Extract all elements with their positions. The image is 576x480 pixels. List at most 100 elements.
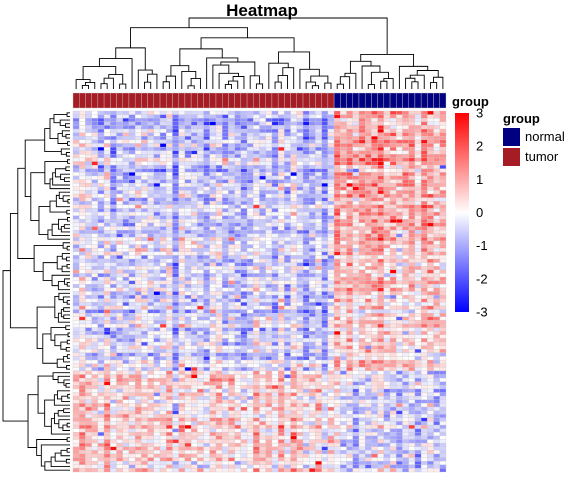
heatmap-cell [166,219,173,224]
heatmap-cell [91,164,99,169]
heatmap-cell [240,168,248,173]
heatmap-cell [346,377,353,382]
heatmap-cell [116,320,123,325]
heatmap-cell [253,287,260,292]
heatmap-cell [147,284,154,289]
heatmap-cell [271,251,279,256]
heatmap-cell [79,255,86,260]
heatmap-cell [190,309,198,314]
heatmap-cell [166,377,173,382]
row-dendrogram-branch [67,332,70,338]
heatmap-cell [396,222,403,227]
heatmap-cell [72,287,80,292]
heatmap-cell [315,392,322,397]
heatmap-cell [234,287,242,292]
heatmap-cell [333,363,341,368]
heatmap-cell [284,349,291,354]
heatmap-cell [209,244,217,249]
heatmap-cell [290,388,297,393]
heatmap-cell [433,349,440,354]
heatmap-cell [122,157,130,162]
heatmap-cell [209,114,217,119]
heatmap-cell [190,327,198,332]
heatmap-cell [333,291,341,296]
heatmap-cell [178,125,186,130]
heatmap-cell [389,157,397,162]
heatmap-cell [215,276,223,281]
heatmap-cell [302,201,310,206]
heatmap-cell [302,161,310,166]
heatmap-cell [228,154,235,159]
heatmap-cell [439,349,447,354]
heatmap-cell [141,359,148,364]
heatmap-cell [246,121,254,126]
heatmap-cell [85,266,92,270]
heatmap-cell [383,266,391,270]
heatmap-cell [91,280,99,285]
heatmap-cell [135,175,142,180]
heatmap-cell [209,157,217,162]
heatmap-cell [321,161,329,166]
heatmap-cell [265,287,273,292]
heatmap-cell [122,125,130,130]
heatmap-cell [408,183,416,187]
heatmap-cell [389,132,397,137]
heatmap-cell [122,298,130,303]
heatmap-cell [116,229,123,234]
heatmap-cell [296,154,304,159]
heatmap-cell [116,121,123,126]
heatmap-cell [302,341,310,346]
heatmap-cell [147,367,154,372]
heatmap-cell [147,305,154,310]
heatmap-cell [259,291,266,296]
heatmap-cell [72,327,80,332]
heatmap-cell [389,136,397,141]
heatmap-cell [290,392,297,397]
heatmap-cell [321,331,329,335]
heatmap-cell [79,374,86,379]
heatmap-cell [85,313,92,317]
heatmap-cell [346,291,353,296]
heatmap-cell [439,154,447,159]
heatmap-cell [166,211,173,216]
heatmap-cell [128,237,136,242]
heatmap-cell [414,356,422,361]
row-dendrogram-branch [65,458,70,464]
heatmap-cell [79,305,86,310]
heatmap-cell [222,334,229,339]
heatmap-cell [228,377,235,382]
heatmap-cell [259,266,266,270]
heatmap-cell [203,128,210,133]
heatmap-cell [203,302,210,307]
heatmap-cell [358,367,366,372]
heatmap-cell [240,388,248,393]
heatmap-cell [91,396,99,400]
heatmap-cell [290,190,297,195]
heatmap-cell [420,211,428,216]
heatmap-cell [315,374,322,379]
heatmap-cell [358,305,366,310]
heatmap-cell [184,334,192,339]
heatmap-cell [284,287,291,292]
heatmap-cell [265,298,273,303]
heatmap-cell [284,367,291,372]
heatmap-cell [377,349,384,354]
heatmap-cell [147,193,154,198]
heatmap-cell [203,208,210,213]
heatmap-cell [377,287,384,292]
heatmap-cell [420,201,428,206]
heatmap-cell [128,377,136,382]
heatmap-cell [246,363,254,368]
heatmap-cell [377,284,384,289]
heatmap-cell [284,219,291,224]
heatmap-cell [377,150,384,155]
heatmap-cell [333,168,341,173]
heatmap-cell [110,367,117,372]
heatmap-cell [439,370,447,375]
heatmap-cell [377,110,384,115]
heatmap-cell [209,208,217,213]
heatmap-cell [122,359,130,364]
heatmap-cell [408,237,416,242]
heatmap-cell [153,118,161,122]
heatmap-cell [383,128,391,133]
